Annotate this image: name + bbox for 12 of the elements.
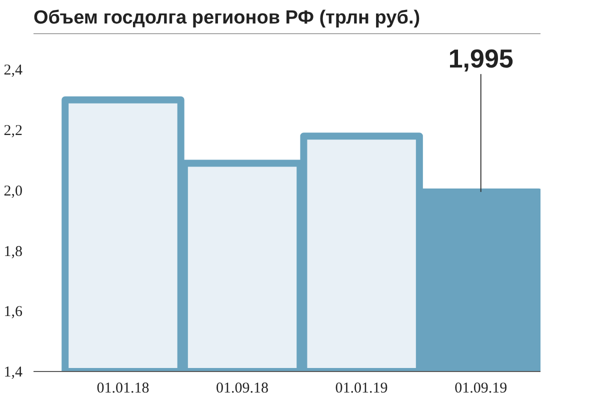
x-tick-label: 01.01.19 (335, 380, 388, 395)
y-tick-label: 2,4 (4, 62, 23, 79)
y-tick-label: 2,2 (4, 123, 22, 140)
y-tick-label: 1,6 (4, 304, 23, 320)
x-tick-label: 01.09.19 (454, 380, 508, 395)
annotation: 1,995 (448, 43, 514, 74)
y-tick-label: 2,0 (4, 183, 22, 200)
y-tick-label: 1,4 (4, 364, 23, 380)
y-tick-label: 1,8 (4, 244, 22, 260)
x-tick-label: 01.01.18 (96, 380, 150, 395)
x-tick-label: 01.09.18 (216, 380, 269, 395)
chart-title: Объем госдолга регионов РФ (трлн руб.) (34, 8, 420, 28)
